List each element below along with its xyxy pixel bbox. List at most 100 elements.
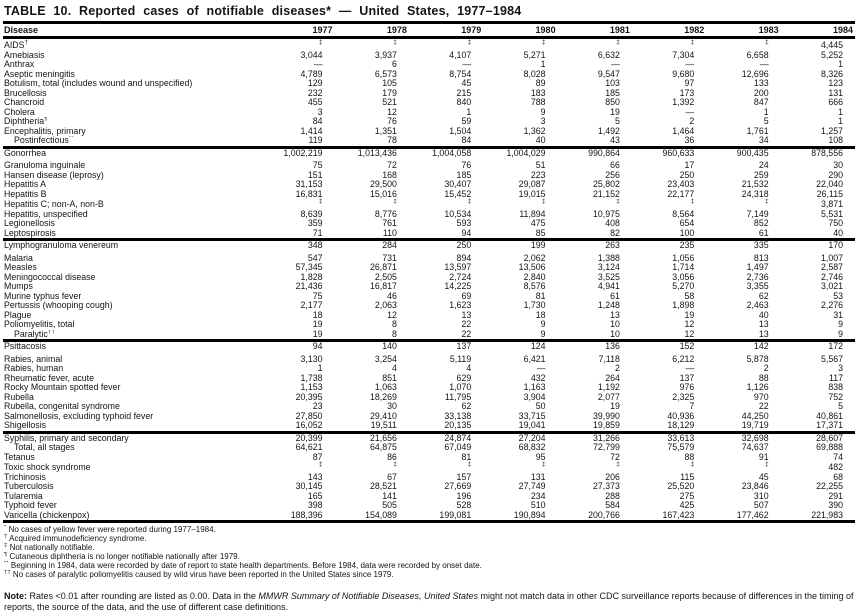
not-notifiable-mark: ‡ [764, 39, 769, 46]
value-cell: 31,153 [295, 179, 323, 189]
value-cell: 3,130 [300, 353, 323, 364]
value-cell: 900,435 [736, 147, 769, 158]
not-notifiable-mark: ‡ [764, 461, 769, 468]
disease-name-cell: Encephalitis, primary [4, 126, 86, 136]
value-cell: ‡ [409, 461, 483, 473]
value-cell: 9,680 [672, 68, 695, 79]
value-cell: 40,861 [816, 410, 843, 421]
value-cell: 24 [758, 160, 769, 170]
value-cell: 26,871 [369, 262, 397, 272]
value-cell: 87 [312, 451, 323, 462]
value-cell: 40 [758, 309, 769, 320]
table-row: Tularemia 165 141 196 234 288 275 310 291 [3, 491, 855, 502]
value-cell: 1,898 [672, 300, 695, 310]
value-cell: 91 [758, 451, 769, 462]
table-row: Mumps 21,436 16,817 14,225 8,576 4,941 5,270 3,… [3, 281, 855, 292]
value-cell: 30,145 [295, 481, 323, 491]
value-cell: 25,802 [593, 179, 620, 189]
value-cell: 2,463 [746, 300, 769, 310]
table-row: Hepatitis B 16,831 15,016 15,452 19,015 21,15… [3, 188, 855, 200]
table-row: Anthrax — 6 — 1 — — — 1 [3, 59, 855, 70]
value-cell: 72 [387, 160, 397, 170]
value-cell: 235 [679, 240, 695, 250]
value-cell: 13,506 [518, 262, 546, 272]
disease-name-cell: Rocky Mountain spotted fever [4, 383, 121, 392]
value-cell: 72 [610, 451, 620, 462]
value-cell: 84 [312, 116, 323, 126]
value-cell: 5,271 [523, 49, 546, 60]
value-cell: 761 [382, 218, 397, 228]
value-cell: ‡ [335, 38, 409, 51]
value-cell: 29,087 [518, 179, 546, 189]
value-cell: 5 [838, 401, 843, 411]
value-cell: 94 [461, 227, 472, 238]
value-cell: ‡ [483, 461, 557, 473]
value-cell: 143 [307, 471, 323, 482]
value-cell: 2 [615, 363, 620, 373]
value-cell: 5,567 [820, 353, 843, 364]
not-notifiable-mark: ‡ [541, 39, 546, 46]
note-paragraph: Note: Rates <0.01 after rounding are lis… [3, 591, 855, 612]
value-cell: 44,250 [741, 410, 769, 421]
value-cell: 528 [456, 500, 472, 510]
value-cell: ‡ [632, 198, 706, 210]
disease-name-cell: Hepatitis, unspecified [4, 209, 88, 219]
value-cell: 1 [838, 116, 843, 126]
disease-name-cell: Trichinosis [4, 472, 46, 482]
value-cell: 3 [838, 363, 843, 373]
col-header-year: 1981 [557, 24, 632, 39]
value-cell: 64,875 [369, 442, 397, 452]
col-header-year: 1983 [706, 24, 781, 39]
disease-name-cell: Pertussis (whooping cough) [4, 301, 113, 310]
value-cell: 19,719 [741, 420, 769, 430]
value-cell: 151 [307, 169, 323, 180]
value-cell: 750 [828, 218, 843, 228]
value-cell: — [759, 59, 769, 69]
value-cell: 137 [679, 372, 695, 383]
value-cell: 6,632 [597, 49, 620, 60]
table-row: Encephalitis, primary 1,414 1,351 1,504 1,36… [3, 125, 855, 137]
value-cell: 629 [456, 372, 472, 383]
footnote: †† No cases of paralytic poliomyelitis c… [4, 570, 394, 579]
value-cell: 593 [456, 218, 472, 228]
value-cell: 2,587 [820, 262, 843, 272]
value-cell: 19,511 [370, 420, 397, 430]
value-cell: 82 [610, 227, 620, 238]
value-cell: 103 [605, 78, 620, 88]
table-row: Plague 18 12 13 18 13 19 40 31 [3, 309, 855, 321]
disease-name-cell: Meningococcal disease [4, 272, 96, 282]
value-cell: 20,399 [295, 432, 323, 443]
value-cell: 200,766 [588, 509, 620, 520]
value-cell: 1,004,029 [506, 147, 546, 158]
value-cell: 1,761 [746, 125, 769, 136]
disease-name-cell: Tuberculosis [4, 482, 54, 491]
note-label: Note: [4, 591, 27, 601]
table-row: Rabies, human 1 4 4 — 2 — 2 3 [3, 363, 855, 374]
value-cell: 1,388 [597, 252, 620, 263]
value-cell: 26,115 [816, 188, 843, 199]
value-cell: 81 [535, 290, 546, 301]
value-cell: 75,579 [667, 442, 695, 452]
value-cell: 22,255 [816, 481, 843, 491]
value-cell: 432 [530, 372, 546, 383]
value-cell: 62 [461, 401, 472, 411]
table-row: Cholera 3 12 1 9 19—1 1 [3, 107, 855, 118]
value-cell: 852 [753, 218, 769, 228]
disease-group: AIDS† ‡ ‡ ‡ ‡ ‡ ‡ ‡ 4,445 Amebiasis 3,044 3,937 4,10… [3, 38, 855, 147]
value-cell: 290 [828, 169, 843, 180]
value-cell: — [611, 59, 620, 69]
value-cell: 10,975 [593, 208, 620, 219]
value-cell: 28,607 [816, 432, 843, 443]
value-cell: 12,696 [741, 68, 769, 79]
value-cell: 1,007 [820, 252, 843, 263]
value-cell: 20,135 [444, 420, 472, 430]
value-cell: 348 [307, 240, 323, 250]
value-cell: 43 [610, 135, 620, 145]
value-cell: 45 [461, 78, 472, 88]
value-cell: 8,326 [820, 68, 843, 79]
table-row: Total, all stages 64,621 64,875 67,049 68,83… [3, 442, 855, 453]
col-header-year: 1977 [260, 24, 335, 39]
table-row: Rubella 20,395 18,269 11,795 3,904 2,077 2,325… [3, 392, 855, 403]
value-cell: 10,534 [444, 208, 472, 219]
footnote-marker: †† [4, 570, 11, 576]
